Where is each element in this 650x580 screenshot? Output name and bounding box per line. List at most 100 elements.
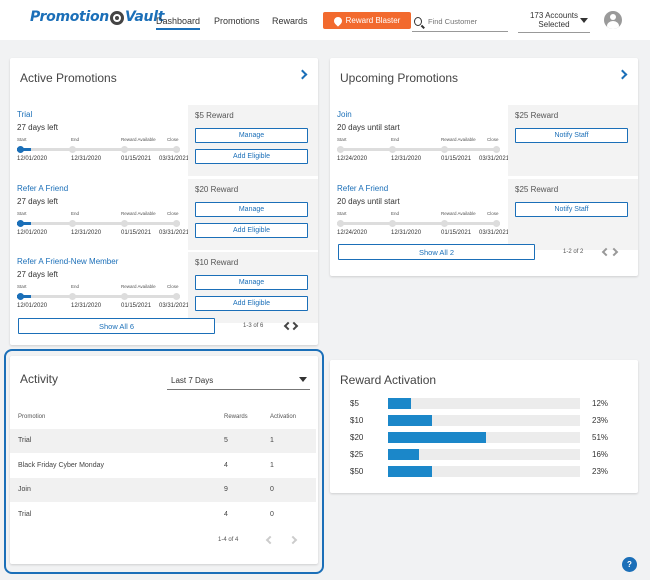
promotion-days-remaining: 27 days left — [17, 123, 58, 132]
search-icon[interactable] — [414, 17, 422, 26]
timeline-date: 12/31/2020 — [391, 156, 422, 162]
nav-rewards[interactable]: Rewards — [272, 16, 308, 26]
bar — [388, 466, 433, 477]
add-eligible-button[interactable]: Add Eligible — [195, 149, 308, 164]
date-range-select[interactable]: Last 7 Days — [167, 372, 310, 390]
table-row[interactable]: Trial 5 1 — [10, 429, 316, 453]
active-promotions-title: Active Promotions — [20, 71, 117, 85]
bar-category-label: $20 — [350, 433, 364, 442]
timeline-label: Reward Available — [121, 210, 156, 216]
add-eligible-button[interactable]: Add Eligible — [195, 222, 308, 238]
timeline-label: Close — [167, 284, 179, 289]
timeline-date: 12/31/2020 — [391, 229, 422, 236]
timeline-date: 12/01/2020 — [17, 229, 48, 236]
promotion-name-link[interactable]: Trial — [17, 110, 33, 119]
timeline-milestone — [337, 146, 344, 153]
activity-pager: 1-4 of 4 — [218, 537, 239, 543]
logo[interactable]: Promotion Vault — [30, 9, 164, 25]
reward-panel: $20 Reward Manage Add Eligible — [188, 178, 318, 250]
manage-button[interactable]: Manage — [195, 128, 308, 143]
show-all-active-button[interactable]: Show All 6 — [18, 318, 215, 334]
active-promotion-row: Trial 27 days left Start End Reward Availabl… — [10, 105, 318, 180]
notify-staff-button[interactable]: Notify Staff — [515, 201, 628, 217]
add-eligible-button[interactable]: Add Eligible — [195, 296, 308, 311]
customer-search — [412, 12, 508, 32]
bar-track — [388, 398, 580, 409]
promotion-name-link[interactable]: Refer A Friend-New Member — [17, 257, 119, 266]
bar-track — [388, 415, 580, 426]
active-promotion-row: Refer A Friend-New Member 27 days left Sta… — [10, 252, 318, 327]
upcoming-pager: 1-2 of 2 — [563, 249, 584, 255]
reward-amount: $25 Reward — [515, 184, 559, 194]
timeline-date: 12/24/2020 — [337, 229, 368, 236]
col-header-rewards: Rewards — [224, 414, 248, 420]
promotion-days-remaining: 27 days left — [17, 270, 58, 279]
reward-blaster-button[interactable]: Reward Blaster — [323, 12, 411, 29]
active-pager: 1-3 of 6 — [243, 323, 264, 329]
timeline-label: End — [71, 137, 80, 142]
promotion-name-link[interactable]: Refer A Friend — [17, 183, 69, 193]
bar-percent-label: 51% — [592, 433, 609, 442]
timeline-label: Start — [17, 284, 27, 289]
show-all-upcoming-button[interactable]: Show All 2 — [338, 244, 535, 260]
chevron-right-icon[interactable] — [297, 69, 308, 80]
chevron-right-icon[interactable] — [617, 69, 628, 80]
timeline-progress — [17, 146, 180, 153]
rocket-icon — [331, 14, 344, 27]
manage-button[interactable]: Manage — [195, 201, 308, 217]
promotion-days-remaining: 27 days left — [17, 196, 58, 206]
timeline-label: Start — [17, 210, 27, 216]
help-button[interactable]: ? — [622, 557, 637, 572]
user-avatar[interactable] — [604, 11, 622, 29]
accounts-selector[interactable]: 173 Accounts Selected — [518, 11, 590, 33]
reward-blaster-label: Reward Blaster — [345, 16, 401, 25]
activity-focus-outline — [4, 349, 324, 574]
timeline-track — [17, 148, 180, 151]
timeline-date: 01/15/2021 — [121, 156, 152, 162]
notify-staff-button[interactable]: Notify Staff — [515, 128, 628, 143]
reward-panel: $25 Reward Notify Staff — [508, 105, 638, 176]
bar-track — [388, 449, 580, 460]
reward-panel: $25 Reward Notify Staff — [508, 178, 638, 250]
timeline-date: 01/15/2021 — [121, 303, 152, 309]
manage-button[interactable]: Manage — [195, 275, 308, 290]
cell-promotion: Join — [18, 486, 31, 493]
col-header-activation: Activation — [270, 414, 297, 420]
timeline-milestone — [493, 146, 500, 153]
bar-percent-label: 23% — [592, 416, 609, 425]
timeline-date: 12/24/2020 — [337, 156, 368, 162]
timeline-date: 12/01/2020 — [17, 156, 48, 162]
avatar-head — [610, 14, 616, 20]
timeline-progress — [17, 219, 180, 227]
search-input[interactable] — [428, 17, 508, 26]
nav-dashboard[interactable]: Dashboard — [156, 16, 201, 30]
cell-activation: 0 — [270, 486, 274, 493]
col-header-promotion: Promotion — [18, 414, 46, 420]
cell-rewards: 9 — [224, 486, 228, 493]
reward-amount: $10 Reward — [195, 258, 239, 267]
promotion-name-link[interactable]: Join — [337, 110, 352, 119]
nav-promotions[interactable]: Promotions — [214, 16, 260, 26]
timeline-label: End — [71, 284, 80, 289]
activity-title: Activity — [20, 372, 59, 386]
cell-promotion: Black Friday Cyber Monday — [18, 461, 104, 469]
accounts-count: 173 Accounts — [529, 11, 579, 20]
timeline-label: Close — [167, 210, 179, 216]
table-row[interactable]: Trial 4 0 — [10, 503, 316, 527]
top-bar: Promotion Vault Dashboard Promotions Rew… — [0, 0, 650, 40]
cell-rewards: 4 — [224, 510, 228, 518]
timeline-date: 12/31/2020 — [71, 229, 102, 236]
table-row[interactable]: Black Friday Cyber Monday 4 1 — [10, 454, 316, 478]
promotion-name-link[interactable]: Refer A Friend — [337, 183, 389, 193]
timeline-date: 01/15/2021 — [121, 229, 152, 236]
chevron-down-icon — [299, 377, 307, 382]
timeline-milestone — [17, 293, 24, 300]
promotion-days-remaining: 20 days until start — [337, 196, 400, 206]
activity-card — [10, 356, 318, 564]
table-row[interactable]: Join 9 0 — [10, 478, 316, 502]
timeline-labels: Start End Reward Available Close — [17, 137, 180, 145]
bar-category-label: $10 — [350, 416, 364, 425]
timeline-milestone — [173, 293, 180, 300]
bar — [388, 398, 412, 409]
timeline-label: Close — [487, 137, 499, 142]
